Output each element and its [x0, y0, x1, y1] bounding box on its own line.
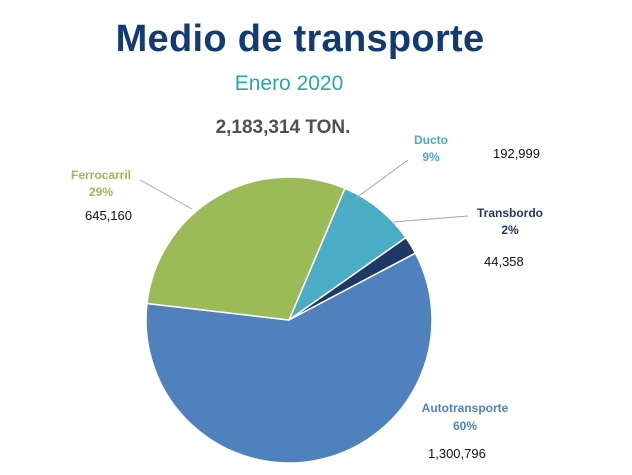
slice-label-transbordo: Transbordo [477, 206, 543, 220]
slice-percent-transbordo: 2% [501, 223, 519, 237]
total-tonnage: 2,183,314 TON. [215, 117, 351, 138]
chart-title: Medio de transporte [115, 18, 485, 60]
slice-value-transbordo: 44,358 [484, 254, 524, 269]
slice-value-ducto: 192,999 [493, 146, 540, 161]
leader-line-ferrocarril [139, 179, 193, 210]
slice-value-autotransporte: 1,300,796 [428, 446, 486, 461]
leader-line-ducto [355, 159, 409, 199]
slice-percent-ducto: 9% [422, 150, 440, 164]
slice-percent-autotransporte: 60% [453, 419, 477, 433]
pie-slice-autotransporte [145, 252, 433, 464]
leader-line-transbordo [392, 215, 469, 223]
slice-percent-ferrocarril: 29% [89, 185, 113, 199]
slice-value-ferrocarril: 645,160 [85, 208, 132, 223]
chart-subtitle: Enero 2020 [234, 72, 344, 95]
slice-label-ferrocarril: Ferrocarril [71, 168, 131, 182]
slice-label-autotransporte: Autotransporte [422, 401, 509, 415]
pie-slice-ferrocarril [146, 176, 346, 321]
slice-label-ducto: Ducto [414, 133, 448, 147]
